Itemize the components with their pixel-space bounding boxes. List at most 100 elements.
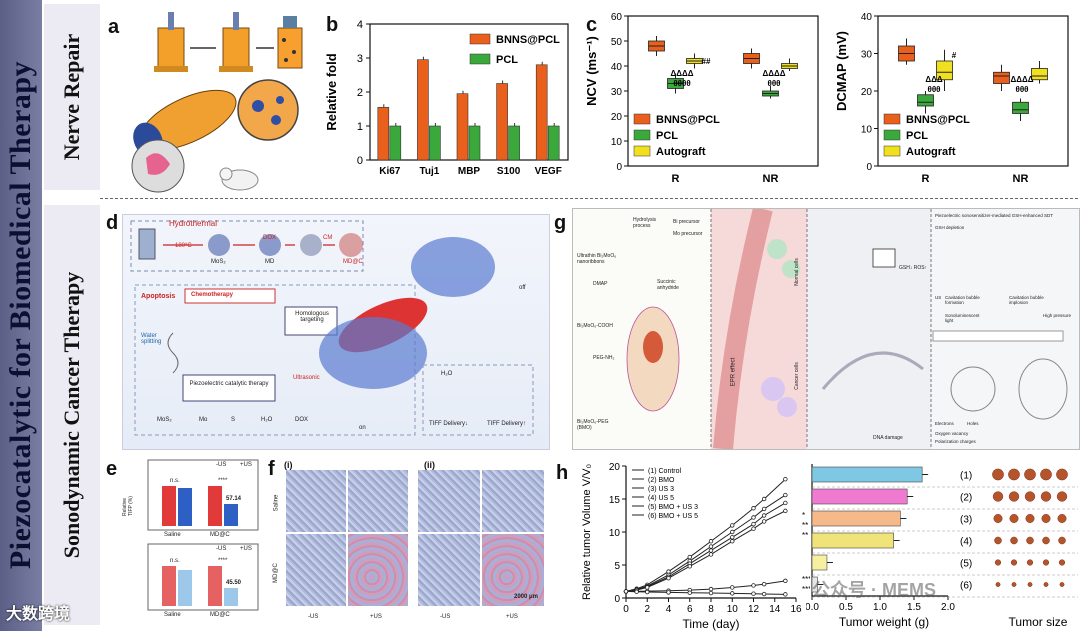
g-label-normal: Normal cells xyxy=(793,258,800,286)
b-bar xyxy=(468,125,481,161)
h2-category-label: (1) xyxy=(960,471,972,482)
section-divider xyxy=(100,198,1078,199)
h1-point xyxy=(708,586,714,592)
h2-xtick-label: 1.5 xyxy=(907,602,921,613)
h1-point xyxy=(730,591,735,596)
c1-legend-label: PCL xyxy=(656,130,678,142)
d-tiff2: TIFF Delivery↑ xyxy=(487,421,526,427)
h2-xtick-label: 0.0 xyxy=(806,602,819,613)
h1-xtick-label: 2 xyxy=(644,604,650,615)
g-label-bi: Bi precursor xyxy=(673,219,700,225)
c2-box xyxy=(917,94,934,107)
panel-e-charts: Relative TIFP (%) -US +US n.s. **** 57.1… xyxy=(122,456,262,626)
e-ns1: n.s. xyxy=(170,478,180,484)
d-tiff1: TIFF Delivery↓ xyxy=(429,421,468,427)
h1-ytick-label: 5 xyxy=(614,561,620,572)
panel-g-schematic: Hydrolysis process Bi precursor Mo precu… xyxy=(572,206,1080,450)
h2-tumor-image xyxy=(1026,559,1034,566)
b-bar xyxy=(496,83,508,161)
h1-legend-label: (3) US 3 xyxy=(648,486,674,493)
e-sig2: **** xyxy=(218,558,228,564)
h1-point xyxy=(761,519,767,524)
f-img-i-mdc-plus xyxy=(348,534,408,606)
d-legend-3: H₂O xyxy=(261,417,273,423)
h1-point xyxy=(708,552,714,557)
c1-ytick-label: 50 xyxy=(611,37,623,48)
f-label-i: (i) xyxy=(284,460,293,470)
b-bar xyxy=(417,59,429,161)
d-md: MD xyxy=(265,259,275,265)
c2-legend-label: Autograft xyxy=(906,146,956,158)
g-label-depletion: GSH depletion xyxy=(935,225,965,230)
h1-xtick-label: 12 xyxy=(748,604,760,615)
c2-sig-mark: θθθ xyxy=(1016,85,1029,94)
h2-tumor-image xyxy=(1058,536,1066,545)
b-xtick-label: Ki67 xyxy=(379,166,401,177)
g-label-peg: PEG-NH₂ xyxy=(593,355,615,361)
e-group-1a: MD@C xyxy=(210,532,230,538)
panel-label-f: f xyxy=(268,458,275,480)
h2-tumor-image xyxy=(993,514,1003,523)
h1-point xyxy=(730,529,735,535)
g-label-ultrathin: Ultrathin Bi₂MoO₆ nanoribbons xyxy=(577,253,617,265)
b-ytick-label: 0 xyxy=(357,155,363,167)
chart-h2: 0.0 0.5 1.0 1.5 2.0 Tumor weight (g) (1) (2) (3)… xyxy=(806,464,1078,629)
g-label-mo: Mo precursor xyxy=(673,231,703,237)
h2-bar xyxy=(811,488,908,505)
h1-point xyxy=(730,585,735,590)
c2-ylabel: DCMAP (mV) xyxy=(834,31,849,111)
d-homologous: Homologous targeting xyxy=(295,311,329,323)
h2-tumor-image xyxy=(1008,491,1020,502)
h1-point xyxy=(783,578,788,584)
section-title-nerve: Nerve Repair xyxy=(59,33,84,161)
c2-legend-swatch xyxy=(883,113,901,125)
e-value-2: 45.50 xyxy=(226,580,242,586)
f-img-i-saline-minus xyxy=(286,470,346,532)
h1-legend-label: (5) BMO + US 3 xyxy=(648,504,698,511)
g-label-epr: EPR effect xyxy=(730,357,737,387)
c2-sig-mark: θθθ xyxy=(928,85,941,94)
b-xtick-label: MBP xyxy=(458,166,481,177)
h1-xtick-label: 6 xyxy=(687,604,693,615)
h2-xtick-label: 1.0 xyxy=(873,602,887,613)
f-img-ii-saline-minus xyxy=(418,470,480,532)
h2-tumor-image xyxy=(1040,491,1052,502)
h1-point xyxy=(708,539,714,544)
h1-point xyxy=(783,592,788,597)
h2-tumor-image xyxy=(1059,582,1065,587)
h2-tumor-image xyxy=(992,491,1004,502)
d-mos2: MoS₂ xyxy=(211,259,226,265)
c2-ytick-label: 20 xyxy=(861,87,873,98)
h1-legend-label: (4) US 5 xyxy=(648,495,674,502)
h1-xlabel: Time (day) xyxy=(683,617,740,631)
h1-point xyxy=(645,589,650,595)
c1-ytick-label: 10 xyxy=(611,137,623,148)
h1-point xyxy=(751,521,756,527)
h1-point xyxy=(783,477,788,482)
b-legend-swatch xyxy=(469,53,491,65)
h2-tumor-image xyxy=(1057,514,1067,523)
c2-ytick-label: 10 xyxy=(861,125,873,136)
scaffold-3 xyxy=(277,16,303,69)
h2-tumor-image xyxy=(1011,582,1017,587)
h1-sig-mark: * xyxy=(802,511,805,520)
h1-xtick-label: 4 xyxy=(666,604,672,615)
f-col-0: -US xyxy=(308,614,319,620)
h1-point xyxy=(708,590,714,596)
c1-legend-swatch xyxy=(633,145,651,157)
d-piezo: Piezoelectric catalytic therapy xyxy=(189,381,269,387)
g-label-us: US xyxy=(935,295,942,300)
h1-series-line xyxy=(626,580,786,592)
g-label-polar: Polarization charges xyxy=(935,439,976,444)
e-value-1: 57.14 xyxy=(226,496,242,502)
b-ylabel: Relative fold xyxy=(324,53,339,130)
h1-xtick-label: 10 xyxy=(727,604,739,615)
c1-ytick-label: 20 xyxy=(611,112,623,123)
g-label-bmo: Bi₂MoO₆-PEG (BMO) xyxy=(577,419,609,431)
chart-h1: 0 5 10 15 20 0 2 4 6 8 10 12 14 16 Time (day) Relative … xyxy=(581,462,810,631)
g-label-gsh: GSH↓ ROS↑ xyxy=(899,265,928,271)
h2-tumor-image xyxy=(1042,559,1050,566)
d-legend-1: Mo xyxy=(199,417,208,423)
f-row-saline: Saline xyxy=(273,494,280,512)
